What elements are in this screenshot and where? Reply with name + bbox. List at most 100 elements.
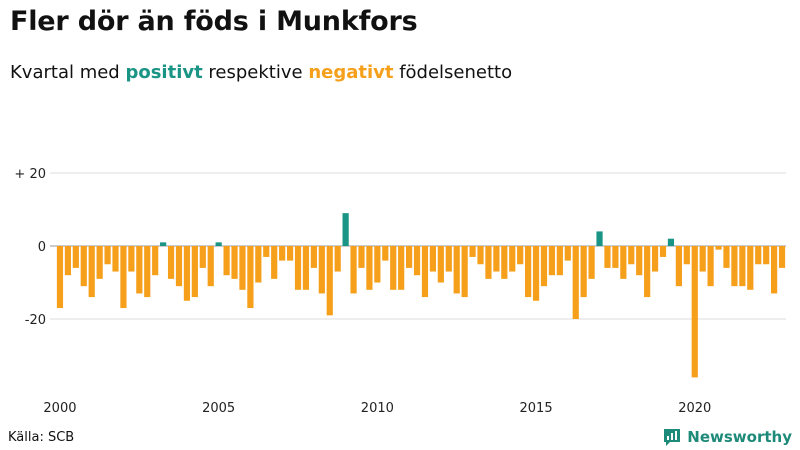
bar bbox=[207, 246, 214, 287]
bar bbox=[247, 246, 254, 309]
bar bbox=[279, 246, 286, 261]
x-tick-label: 2020 bbox=[678, 401, 711, 416]
brand-name: Newsworthy bbox=[687, 428, 792, 446]
bar bbox=[644, 246, 651, 298]
bar bbox=[739, 246, 746, 287]
bar bbox=[334, 246, 341, 272]
bar bbox=[771, 246, 778, 294]
bar bbox=[263, 246, 270, 257]
bar bbox=[540, 246, 548, 287]
bar bbox=[469, 246, 476, 257]
bar bbox=[763, 246, 770, 265]
bar bbox=[461, 246, 468, 298]
bar bbox=[532, 246, 540, 301]
bar bbox=[636, 246, 643, 276]
x-tick-label: 2015 bbox=[520, 401, 553, 416]
bar bbox=[366, 246, 373, 290]
bar bbox=[271, 246, 278, 279]
bar bbox=[525, 246, 532, 298]
bar bbox=[374, 246, 381, 283]
bar bbox=[429, 246, 436, 272]
bar bbox=[231, 246, 238, 279]
bar bbox=[731, 246, 738, 287]
bar bbox=[326, 246, 333, 316]
bar bbox=[596, 231, 603, 246]
bar bbox=[501, 246, 508, 279]
bar bbox=[175, 246, 183, 287]
bar bbox=[80, 246, 87, 287]
bar bbox=[382, 246, 389, 261]
bar bbox=[445, 246, 452, 272]
bar bbox=[564, 246, 571, 261]
bar bbox=[191, 246, 198, 298]
bar bbox=[683, 246, 690, 265]
bar bbox=[620, 246, 627, 279]
subtitle-negative: negativt bbox=[308, 62, 394, 83]
bar bbox=[318, 246, 325, 294]
bar bbox=[493, 246, 500, 272]
bar bbox=[707, 246, 714, 287]
bar bbox=[572, 246, 579, 319]
chart-title: Fler dör än föds i Munkfors bbox=[10, 6, 418, 37]
bar bbox=[215, 242, 222, 246]
bar bbox=[96, 246, 103, 279]
bar bbox=[747, 246, 754, 290]
bar bbox=[778, 246, 786, 268]
bar bbox=[64, 246, 71, 276]
bar-chart: + 20 0 -20 2000 2005 2010 2015 2020 bbox=[14, 167, 786, 416]
bar bbox=[358, 246, 365, 268]
newsworthy-logo-icon bbox=[664, 429, 681, 446]
bar bbox=[604, 246, 611, 268]
bar bbox=[128, 246, 135, 272]
bar bbox=[556, 246, 563, 276]
bar bbox=[160, 242, 167, 246]
bar bbox=[548, 246, 556, 276]
bar bbox=[167, 246, 175, 279]
bar bbox=[675, 246, 682, 287]
bar bbox=[286, 246, 294, 261]
subtitle-prefix: Kvartal med bbox=[10, 62, 126, 83]
y-tick-label: -20 bbox=[25, 313, 46, 328]
bar bbox=[199, 246, 206, 268]
bar bbox=[88, 246, 95, 298]
bar bbox=[56, 246, 64, 309]
subtitle-middle: respektive bbox=[202, 62, 309, 83]
bar bbox=[421, 246, 429, 298]
bar bbox=[144, 246, 151, 298]
bar bbox=[112, 246, 119, 272]
bar bbox=[136, 246, 143, 294]
bar bbox=[183, 246, 191, 301]
bar bbox=[691, 246, 698, 378]
bar bbox=[223, 246, 230, 276]
bar bbox=[517, 246, 524, 265]
bar bbox=[651, 246, 659, 272]
x-tick-label: 2000 bbox=[43, 401, 76, 416]
bar bbox=[755, 246, 762, 265]
brand-logo[interactable]: Newsworthy bbox=[662, 427, 792, 447]
bar bbox=[612, 246, 619, 268]
bar bbox=[580, 246, 587, 298]
bar bbox=[294, 246, 302, 290]
bar bbox=[667, 238, 675, 246]
bar bbox=[485, 246, 492, 279]
bar bbox=[239, 246, 246, 290]
bar bbox=[413, 246, 421, 276]
y-tick-label: + 20 bbox=[14, 167, 46, 182]
bar bbox=[477, 246, 484, 265]
bar bbox=[120, 246, 127, 309]
x-tick-label: 2010 bbox=[361, 401, 394, 416]
bar bbox=[152, 246, 159, 276]
bar bbox=[72, 246, 79, 268]
bar bbox=[453, 246, 460, 294]
bar bbox=[659, 246, 667, 257]
y-tick-label: 0 bbox=[38, 240, 46, 255]
subtitle-positive: positivt bbox=[125, 62, 203, 83]
bar bbox=[437, 246, 444, 283]
bar bbox=[723, 246, 730, 268]
bar bbox=[588, 246, 595, 279]
bar bbox=[255, 246, 262, 283]
bar bbox=[715, 246, 722, 250]
bar bbox=[350, 246, 357, 294]
bar bbox=[406, 246, 413, 268]
source-label: Källa: SCB bbox=[8, 430, 75, 445]
